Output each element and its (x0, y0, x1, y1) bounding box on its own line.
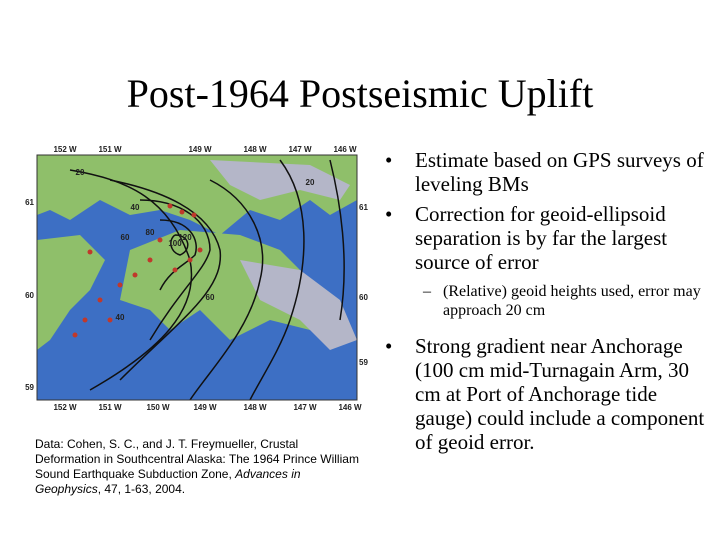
map-label: 20 (306, 178, 315, 187)
map-label: 150 W (146, 403, 170, 412)
map-label: 59 (25, 383, 34, 392)
map-label: 148 W (243, 403, 267, 412)
mountains (210, 160, 350, 200)
journal: Advances in Geophysics (35, 467, 301, 496)
citation-text: , 47, 1-63, 2004. (97, 482, 186, 496)
map-label: 60 (25, 291, 34, 300)
map-label: 60 (121, 233, 130, 242)
map: 152 W 151 W 149 W 148 W 147 W 146 W 152 W 151 W… (25, 145, 370, 412)
map-label: 146 W (338, 403, 362, 412)
map-label: 40 (116, 313, 125, 322)
contours (69, 159, 345, 401)
map-label: 20 (76, 168, 85, 177)
map-label: 80 (146, 228, 155, 237)
map-label: 151 W (98, 145, 122, 154)
map-frame (36, 154, 358, 401)
land (120, 230, 330, 340)
mountains (240, 260, 357, 350)
map-label: 152 W (53, 145, 77, 154)
bullet: Estimate based on GPS surveys of levelin… (385, 148, 705, 196)
bullet-list: Estimate based on GPS surveys of levelin… (385, 148, 705, 460)
map-label: 149 W (193, 403, 217, 412)
bullet: Correction for geoid-ellipsoid separatio… (385, 202, 705, 274)
map-label: 59 N (359, 358, 370, 367)
map-label: 120 (178, 233, 192, 242)
slide-title: Post-1964 Postseismic Uplift (126, 71, 594, 116)
map-label: 60 (206, 293, 215, 302)
bullet: Strong gradient near Anchorage (100 cm m… (385, 334, 705, 454)
map-label: 149 W (188, 145, 212, 154)
sub-bullet: (Relative) geoid heights used, error may… (385, 282, 705, 320)
citation: Data: Cohen, S. C., and J. T. Freymuelle… (35, 437, 365, 497)
map-label: 151 W (98, 403, 122, 412)
citation-text: Data: Cohen, S. C., and J. T. Freymuelle… (35, 437, 359, 481)
map-label: 147 W (293, 403, 317, 412)
map-label: 61 (25, 198, 34, 207)
map-label: 146 W (333, 145, 357, 154)
land (37, 235, 105, 350)
benchmarks (72, 203, 203, 338)
map-label: 61 N (359, 203, 370, 212)
map-label: 40 (131, 203, 140, 212)
map-label: 147 W (288, 145, 312, 154)
map-label: 100 (168, 239, 182, 248)
map-label: 60 N (359, 293, 370, 302)
map-label: 148 W (243, 145, 267, 154)
map-label: 152 W (53, 403, 77, 412)
